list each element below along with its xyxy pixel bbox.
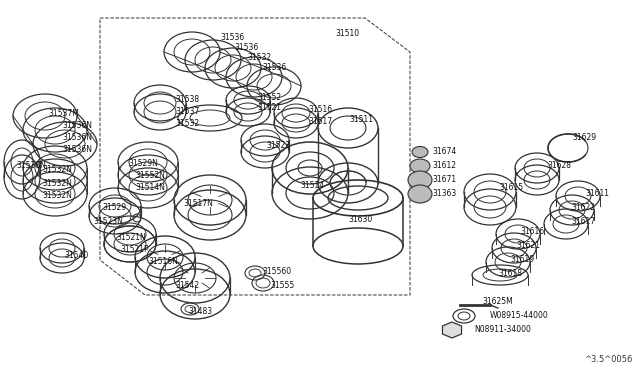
Text: 31555: 31555 <box>270 280 294 289</box>
Text: 31616: 31616 <box>520 228 544 237</box>
Text: 31523: 31523 <box>266 141 290 150</box>
Text: 31536N: 31536N <box>62 134 92 142</box>
Text: 31516N: 31516N <box>148 257 178 266</box>
Text: 31612: 31612 <box>432 161 456 170</box>
Text: 31615: 31615 <box>499 183 523 192</box>
Text: 31538N: 31538N <box>16 160 46 170</box>
Ellipse shape <box>408 185 432 203</box>
Text: 31521: 31521 <box>257 103 281 112</box>
Text: 31521N: 31521N <box>116 232 146 241</box>
Text: 31536N: 31536N <box>62 122 92 131</box>
Text: 31617: 31617 <box>571 218 595 227</box>
Text: 31537: 31537 <box>175 108 199 116</box>
Text: 31536: 31536 <box>220 33 244 42</box>
Text: W08915-44000: W08915-44000 <box>490 311 548 321</box>
Text: 315560: 315560 <box>262 267 291 276</box>
Text: 31542: 31542 <box>175 280 199 289</box>
Text: 31621: 31621 <box>516 241 540 250</box>
Text: 31611: 31611 <box>585 189 609 198</box>
Text: 31483: 31483 <box>188 308 212 317</box>
Text: 31510: 31510 <box>335 29 359 38</box>
Text: 31628: 31628 <box>547 160 571 170</box>
Ellipse shape <box>412 147 428 157</box>
Text: 31523N: 31523N <box>93 218 123 227</box>
Text: 31538: 31538 <box>175 96 199 105</box>
Text: 31532N: 31532N <box>42 192 72 201</box>
Text: 31629: 31629 <box>572 134 596 142</box>
Text: 31516: 31516 <box>308 106 332 115</box>
Text: 31532: 31532 <box>247 52 271 61</box>
Text: 31514N: 31514N <box>135 183 165 192</box>
Text: 31529: 31529 <box>102 203 126 212</box>
Text: 31674: 31674 <box>432 148 456 157</box>
Text: 31618: 31618 <box>498 269 522 279</box>
Ellipse shape <box>408 171 432 189</box>
Text: 31536N: 31536N <box>62 145 92 154</box>
Text: 31537M: 31537M <box>48 109 79 118</box>
Text: 31622: 31622 <box>571 203 595 212</box>
Ellipse shape <box>410 159 430 173</box>
Text: 31625M: 31625M <box>482 298 513 307</box>
Text: 31517: 31517 <box>308 118 332 126</box>
Text: 31532N: 31532N <box>42 179 72 187</box>
Text: 31536: 31536 <box>262 62 286 71</box>
Text: 31532N: 31532N <box>42 166 72 174</box>
Polygon shape <box>442 322 461 338</box>
Text: 31552N: 31552N <box>135 170 165 180</box>
Text: 31552: 31552 <box>257 93 281 102</box>
Text: 31363: 31363 <box>432 189 456 199</box>
Text: 31517N: 31517N <box>183 199 213 208</box>
Text: 31532: 31532 <box>175 119 199 128</box>
Text: 31521P: 31521P <box>120 246 148 254</box>
Text: 31511: 31511 <box>349 115 373 124</box>
Text: 31536: 31536 <box>234 42 259 51</box>
Text: 31514: 31514 <box>300 180 324 189</box>
Text: 31540: 31540 <box>64 250 88 260</box>
Text: 31619: 31619 <box>510 256 534 264</box>
Text: 31630: 31630 <box>348 215 372 224</box>
Text: 31529N: 31529N <box>128 158 158 167</box>
Text: 31671: 31671 <box>432 176 456 185</box>
Text: ^3.5^0056: ^3.5^0056 <box>584 355 632 364</box>
Text: N08911-34000: N08911-34000 <box>474 326 531 334</box>
